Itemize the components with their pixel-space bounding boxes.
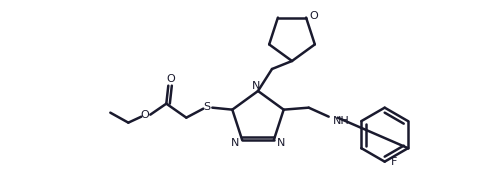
Text: N: N <box>231 138 239 148</box>
Text: O: O <box>140 110 148 120</box>
Text: NH: NH <box>333 116 349 126</box>
Text: N: N <box>252 81 260 91</box>
Text: F: F <box>391 157 397 167</box>
Text: O: O <box>166 74 175 84</box>
Text: S: S <box>203 102 210 112</box>
Text: O: O <box>310 11 318 21</box>
Text: N: N <box>277 138 285 148</box>
